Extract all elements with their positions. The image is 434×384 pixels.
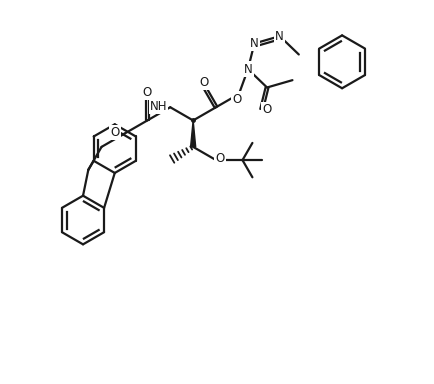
Text: O: O <box>110 126 119 139</box>
Text: N: N <box>275 30 284 43</box>
Text: N: N <box>250 37 259 50</box>
Text: O: O <box>143 86 152 99</box>
Text: O: O <box>216 152 225 165</box>
Text: NH: NH <box>150 100 167 113</box>
Polygon shape <box>191 121 196 147</box>
Text: O: O <box>200 76 209 89</box>
Text: O: O <box>262 103 271 116</box>
Text: N: N <box>243 63 252 76</box>
Text: O: O <box>232 93 242 106</box>
